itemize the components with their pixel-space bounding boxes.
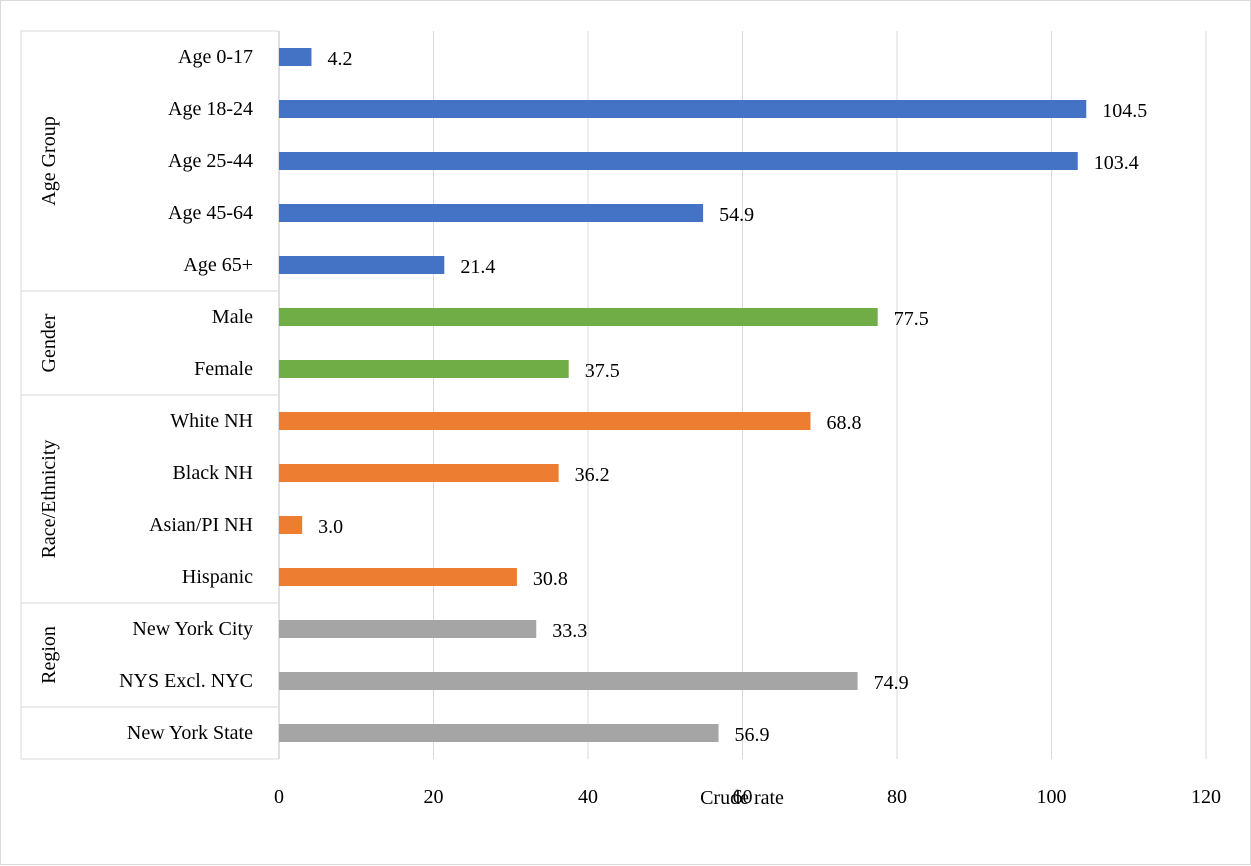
category-label: Hispanic	[182, 566, 253, 588]
category-labels: Age 0-17 Age 18-24 Age 25-44 Age 45-64 Age 6…	[119, 46, 253, 744]
bar	[279, 724, 719, 742]
x-tick-label-100: 100	[1037, 786, 1067, 808]
category-label: Female	[194, 358, 253, 380]
category-label: New York State	[127, 722, 253, 744]
data-label: 30.8	[533, 568, 568, 590]
bar	[279, 48, 312, 66]
data-label: 21.4	[460, 256, 495, 278]
data-label: 33.3	[552, 620, 587, 642]
bar	[279, 308, 878, 326]
category-label: White NH	[170, 410, 253, 432]
category-label: Age 65+	[183, 254, 253, 276]
bar	[279, 568, 517, 586]
value-labels: 4.2 104.5 103.4 54.9 21.4 77.5 37.5 68.8 36.2 3.0…	[318, 48, 1147, 746]
data-label: 104.5	[1102, 100, 1147, 122]
category-axis-frame	[20, 30, 280, 760]
bar	[279, 672, 858, 690]
x-tick-label-60: 60	[733, 786, 753, 808]
x-tick-label-80: 80	[887, 786, 907, 808]
category-label: New York City	[132, 618, 253, 640]
category-label: Asian/PI NH	[149, 514, 253, 536]
bar	[279, 464, 559, 482]
x-tick-label-0: 0	[274, 786, 284, 808]
data-label: 36.2	[575, 464, 610, 486]
bar	[279, 360, 569, 378]
data-label: 68.8	[826, 412, 861, 434]
group-label: Race/Ethnicity	[38, 440, 60, 559]
bar	[279, 516, 303, 534]
data-label: 37.5	[585, 360, 620, 382]
category-label: NYS Excl. NYC	[119, 670, 253, 692]
data-label: 77.5	[894, 308, 929, 330]
group-label: Region	[38, 626, 60, 684]
x-tick-label-120: 120	[1191, 786, 1221, 808]
bars	[279, 48, 1087, 742]
data-label: 74.9	[874, 672, 909, 694]
bar	[279, 152, 1078, 170]
category-label: Male	[212, 306, 253, 328]
data-label: 103.4	[1094, 152, 1139, 174]
x-tick-label-20: 20	[424, 786, 444, 808]
data-label: 3.0	[318, 516, 343, 538]
group-labels: Age Group Gender Race/Ethnicity Region	[38, 116, 60, 684]
data-label: 4.2	[327, 48, 352, 70]
bar	[279, 204, 704, 222]
group-label: Age Group	[38, 116, 60, 205]
bar	[279, 412, 811, 430]
category-label: Age 18-24	[168, 98, 253, 120]
bar	[279, 620, 537, 638]
x-tick-label-40: 40	[578, 786, 598, 808]
category-label: Age 25-44	[168, 150, 253, 172]
bar	[279, 100, 1087, 118]
x-tick-labels: 0 20 40 60 80 100 120	[274, 786, 1221, 808]
category-label: Age 45-64	[168, 202, 253, 224]
gridlines	[278, 31, 1207, 759]
category-label: Black NH	[172, 462, 253, 484]
x-axis-title: Crude rate	[700, 787, 784, 809]
data-label: 54.9	[719, 204, 754, 226]
category-label: Age 0-17	[178, 46, 253, 68]
bar	[279, 256, 445, 274]
data-label: 56.9	[735, 724, 770, 746]
group-label: Gender	[38, 313, 60, 372]
